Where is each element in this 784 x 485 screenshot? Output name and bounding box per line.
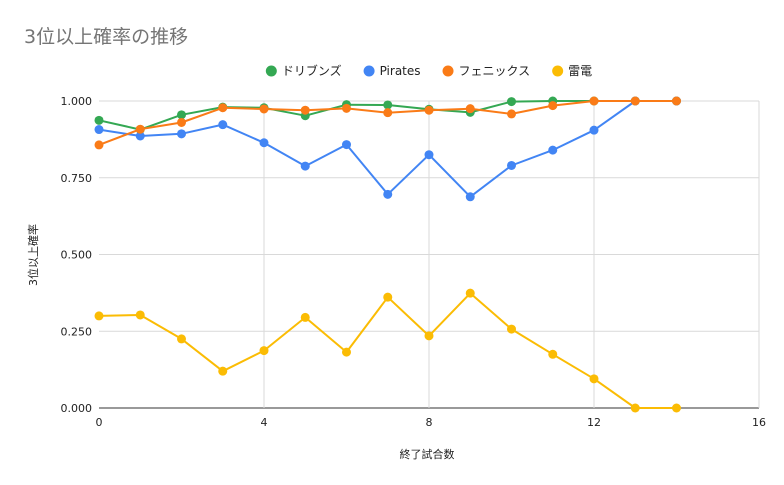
x-tick-label: 4: [261, 416, 268, 429]
x-tick-label: 16: [752, 416, 766, 429]
data-point[interactable]: [465, 288, 475, 298]
data-point[interactable]: [94, 311, 104, 321]
data-point[interactable]: [383, 189, 393, 199]
data-point[interactable]: [342, 103, 351, 113]
legend-label: 雷電: [568, 64, 592, 78]
y-tick-label: 0.250: [61, 325, 93, 338]
data-point[interactable]: [383, 292, 393, 302]
y-tick-label: 0.750: [61, 172, 93, 185]
y-tick-label: 0.000: [61, 402, 93, 415]
legend-item-3[interactable]: 雷電: [552, 64, 592, 78]
grid: [99, 100, 760, 409]
y-axis-title: 3位以上確率: [26, 224, 40, 286]
x-tick-label: 12: [587, 416, 601, 429]
data-point[interactable]: [259, 104, 269, 114]
legend: ドリブンズ Pirates フェニックス 雷電: [265, 63, 592, 78]
data-point[interactable]: [177, 110, 186, 120]
data-point[interactable]: [300, 161, 310, 171]
data-point[interactable]: [300, 312, 310, 322]
data-point[interactable]: [548, 101, 558, 111]
data-point[interactable]: [672, 403, 681, 413]
data-point[interactable]: [424, 331, 434, 341]
x-tick-label: 8: [426, 416, 433, 429]
data-point[interactable]: [177, 334, 186, 344]
legend-item-2[interactable]: フェニックス: [442, 64, 531, 78]
data-point[interactable]: [259, 138, 269, 148]
data-point[interactable]: [507, 97, 516, 107]
data-point[interactable]: [383, 100, 393, 110]
data-point[interactable]: [177, 129, 186, 139]
legend-label: フェニックス: [459, 64, 531, 78]
data-point[interactable]: [589, 374, 599, 384]
data-point[interactable]: [465, 192, 475, 202]
data-point[interactable]: [548, 349, 558, 359]
legend-label: Pirates: [380, 64, 421, 78]
series-2: [94, 96, 681, 150]
data-point[interactable]: [94, 115, 104, 125]
legend-marker: [265, 65, 277, 77]
y-tick-label: 0.500: [61, 249, 93, 262]
series-group: [94, 96, 681, 413]
data-point[interactable]: [300, 105, 310, 115]
legend-marker: [442, 65, 454, 77]
data-point[interactable]: [135, 124, 145, 134]
data-point[interactable]: [94, 140, 104, 150]
data-point[interactable]: [218, 366, 228, 376]
data-point[interactable]: [342, 347, 351, 357]
data-point[interactable]: [177, 117, 186, 127]
data-point[interactable]: [424, 150, 434, 160]
data-point[interactable]: [259, 346, 269, 356]
data-point[interactable]: [630, 96, 640, 106]
axis-ticks: 0.000 0.250 0.500 0.750 1.000 0 4 8 12 16: [61, 95, 767, 429]
x-axis-title: 終了試合数: [400, 447, 455, 461]
legend-label: ドリブンズ: [282, 63, 342, 78]
data-point[interactable]: [507, 160, 516, 170]
data-point[interactable]: [548, 145, 558, 155]
data-point[interactable]: [135, 131, 145, 141]
data-point[interactable]: [94, 125, 104, 135]
data-point[interactable]: [507, 109, 516, 119]
data-point[interactable]: [589, 96, 599, 106]
data-point[interactable]: [383, 108, 393, 118]
data-point[interactable]: [589, 125, 599, 135]
data-point[interactable]: [218, 120, 228, 130]
data-point[interactable]: [135, 310, 145, 320]
chart-title: 3位以上確率の推移: [24, 26, 188, 48]
data-point[interactable]: [672, 96, 681, 106]
data-point[interactable]: [465, 104, 475, 114]
series-line: [98, 292, 677, 409]
data-point[interactable]: [342, 140, 351, 150]
legend-marker: [363, 65, 375, 77]
series-3: [94, 288, 681, 413]
data-point[interactable]: [630, 403, 640, 413]
data-point[interactable]: [424, 105, 434, 115]
data-point[interactable]: [218, 103, 228, 113]
x-tick-label: 0: [96, 416, 103, 429]
legend-item-1[interactable]: Pirates: [363, 64, 421, 78]
data-point[interactable]: [507, 324, 516, 334]
y-tick-label: 1.000: [61, 95, 93, 108]
legend-item-0[interactable]: ドリブンズ: [265, 63, 342, 78]
legend-marker: [552, 65, 564, 77]
